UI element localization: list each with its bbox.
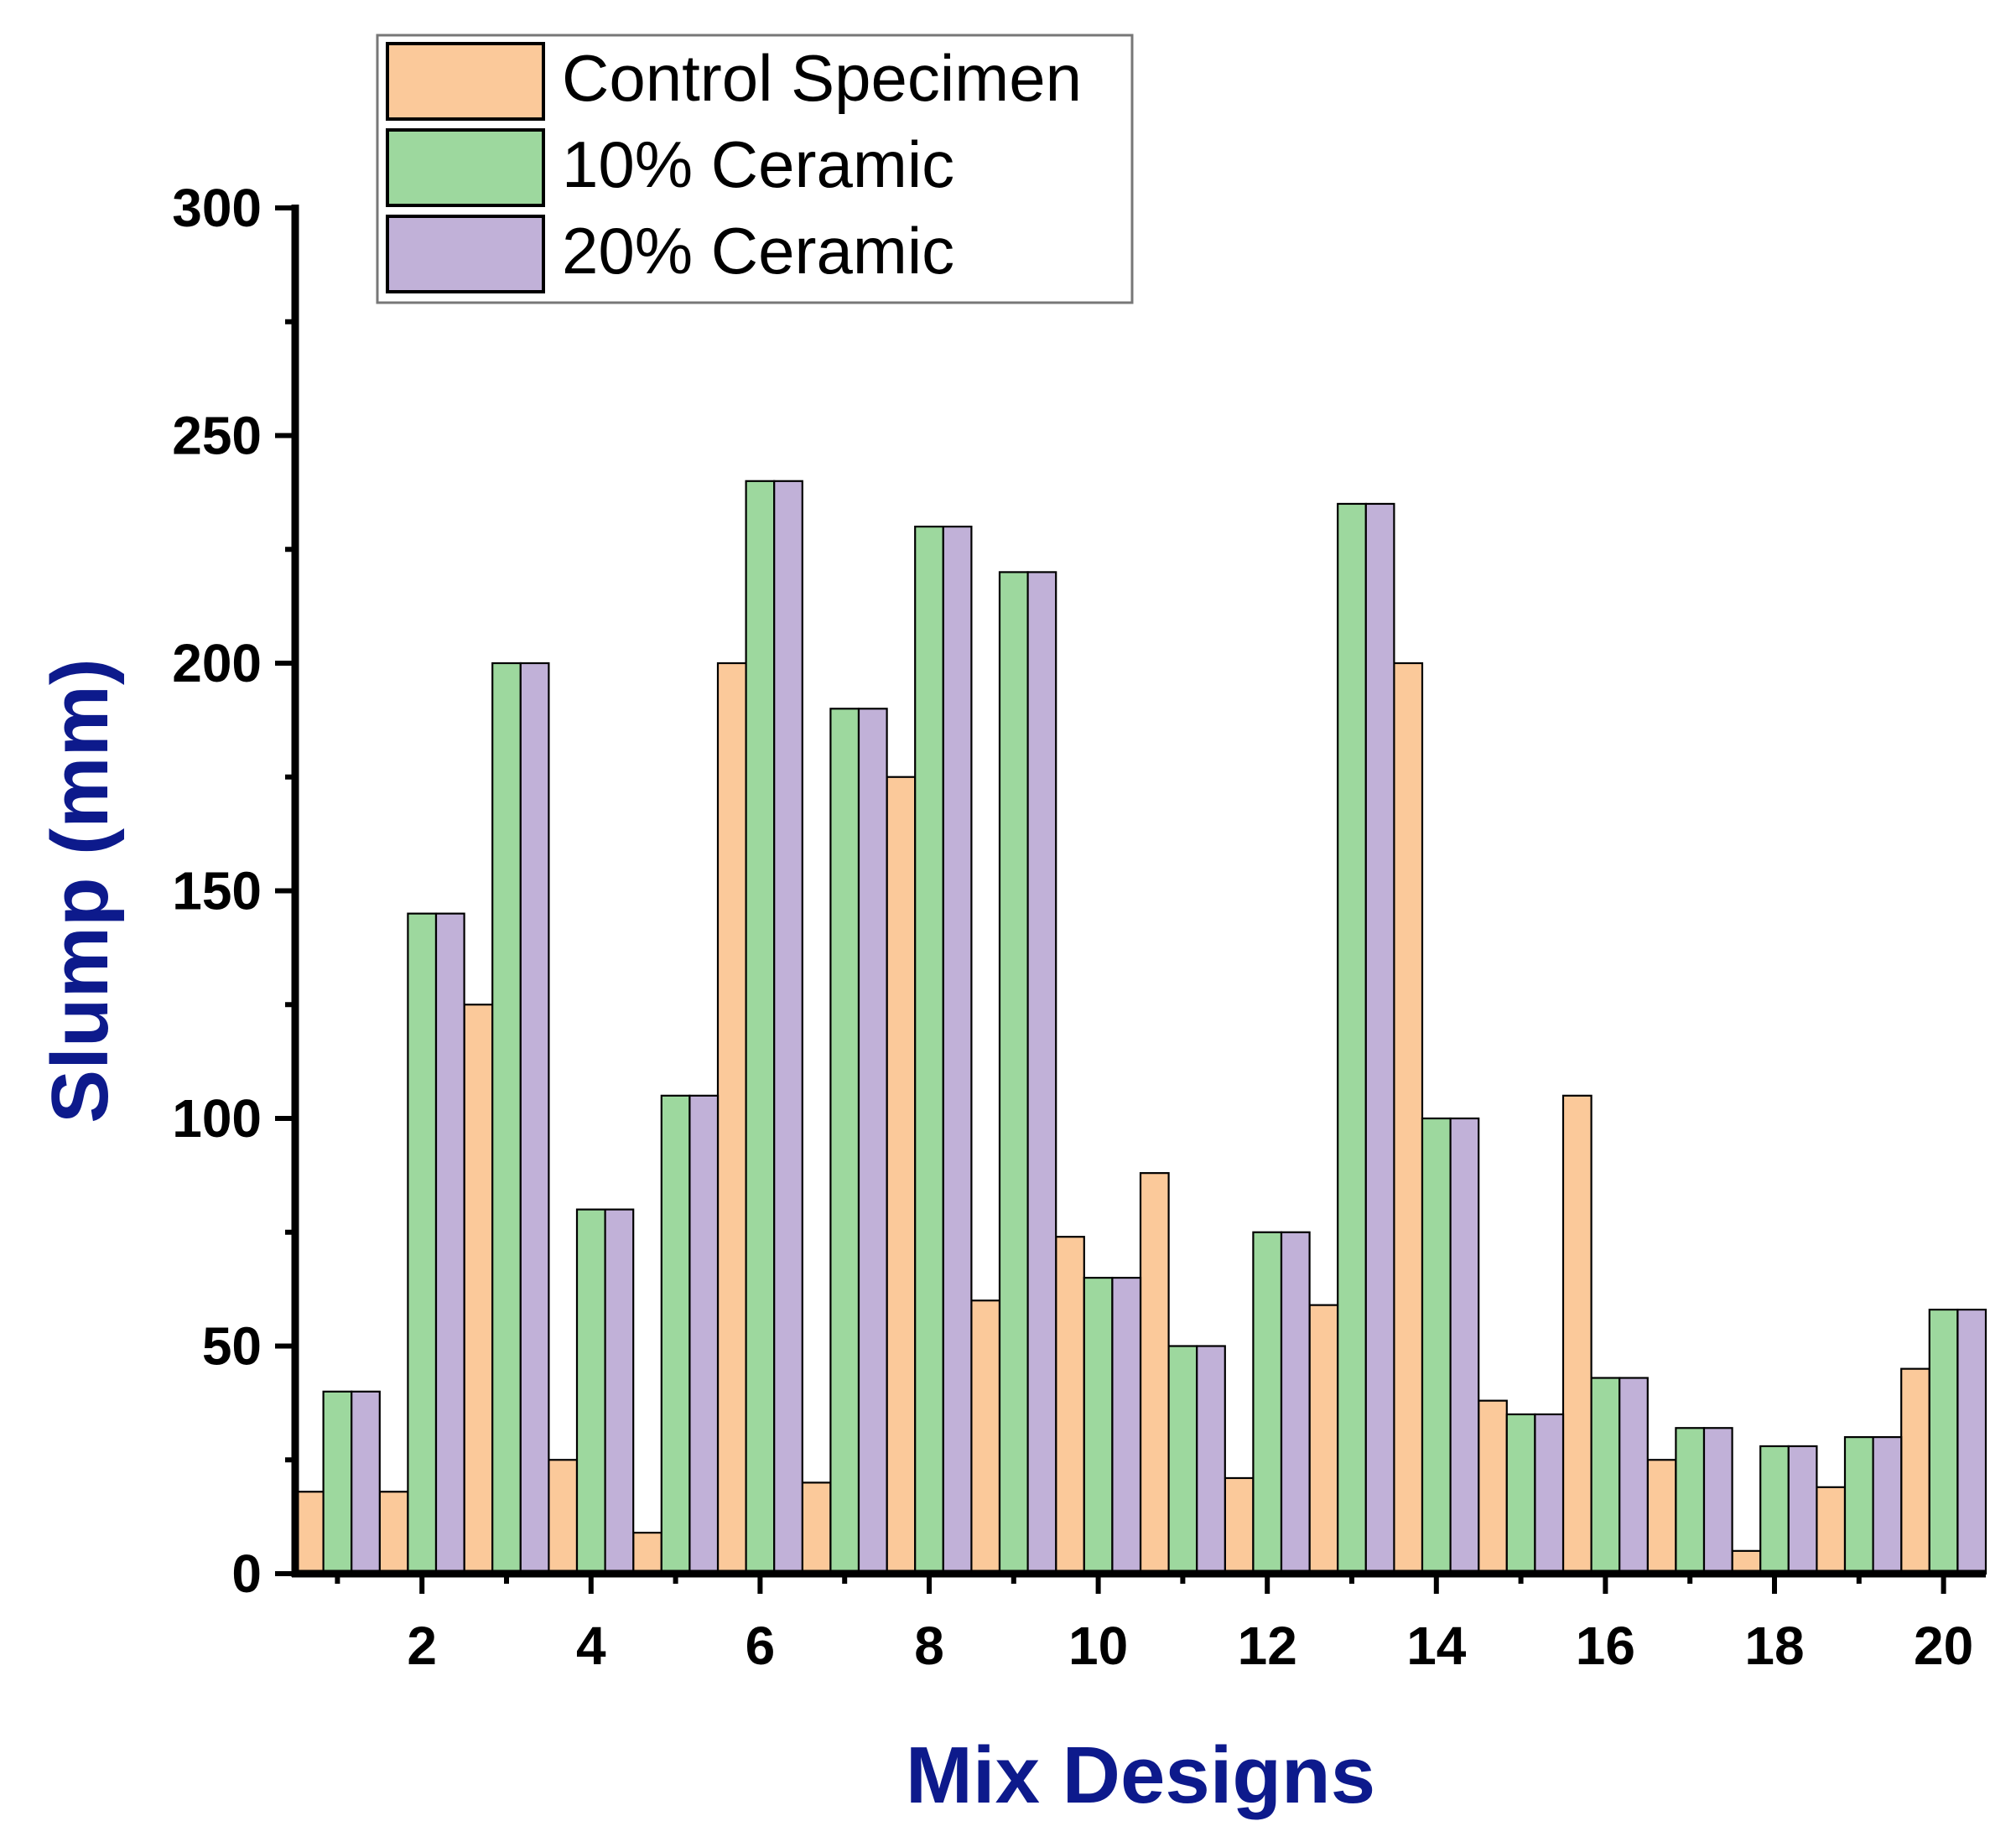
bar-control-specimen-mix-12 bbox=[1224, 1476, 1255, 1575]
bar-10-ceramic-mix-1 bbox=[322, 1390, 353, 1575]
bar-20-ceramic-mix-12 bbox=[1280, 1231, 1311, 1575]
x-axis-title: Mix Designs bbox=[906, 1730, 1375, 1820]
bar-control-specimen-mix-15 bbox=[1478, 1399, 1508, 1575]
bar-10-ceramic-mix-19 bbox=[1843, 1435, 1874, 1575]
bar-10-ceramic-mix-13 bbox=[1337, 502, 1367, 1575]
x-tick-label: 18 bbox=[1744, 1616, 1804, 1676]
bar-10-ceramic-mix-12 bbox=[1252, 1231, 1283, 1575]
x-tick-label: 12 bbox=[1238, 1616, 1297, 1676]
x-tick-label: 16 bbox=[1576, 1616, 1635, 1676]
bar-20-ceramic-mix-7 bbox=[857, 708, 888, 1575]
bar-10-ceramic-mix-2 bbox=[407, 912, 438, 1575]
bar-control-specimen-mix-13 bbox=[1308, 1304, 1339, 1575]
legend-label: 10% Ceramic bbox=[562, 127, 954, 201]
bar-control-specimen-mix-19 bbox=[1816, 1486, 1847, 1575]
bar-20-ceramic-mix-11 bbox=[1196, 1345, 1226, 1575]
bar-10-ceramic-mix-3 bbox=[491, 661, 522, 1575]
bar-20-ceramic-mix-9 bbox=[1026, 571, 1057, 1575]
bar-10-ceramic-mix-16 bbox=[1590, 1377, 1621, 1575]
bar-10-ceramic-mix-14 bbox=[1421, 1117, 1452, 1575]
bar-marks bbox=[294, 480, 1987, 1575]
bar-10-ceramic-mix-10 bbox=[1083, 1276, 1114, 1575]
bar-control-specimen-mix-20 bbox=[1900, 1367, 1930, 1575]
y-axis-title: Slump (mm) bbox=[35, 658, 125, 1123]
bar-20-ceramic-mix-4 bbox=[604, 1208, 635, 1575]
x-tick-label: 4 bbox=[576, 1616, 606, 1676]
y-tick-label: 0 bbox=[231, 1543, 262, 1604]
bar-20-ceramic-mix-5 bbox=[688, 1094, 720, 1575]
x-tick-label: 10 bbox=[1068, 1616, 1128, 1676]
bar-10-ceramic-mix-4 bbox=[575, 1208, 606, 1575]
bar-10-ceramic-mix-15 bbox=[1505, 1413, 1536, 1575]
x-axis-ticks: 2 4 6 8 10 12 14 16 18 20 bbox=[335, 1574, 1973, 1676]
bar-20-ceramic-mix-19 bbox=[1872, 1435, 1903, 1575]
bar-20-ceramic-mix-14 bbox=[1449, 1117, 1480, 1575]
bar-10-ceramic-mix-5 bbox=[660, 1094, 691, 1575]
legend-label: 20% Ceramic bbox=[562, 214, 954, 288]
y-axis-ticks: 0 50 100 150 200 250 300 bbox=[172, 178, 295, 1604]
y-tick-label: 100 bbox=[172, 1088, 262, 1149]
y-tick-label: 250 bbox=[172, 406, 262, 466]
legend-swatch bbox=[386, 215, 545, 293]
legend: Control Specimen 10% Ceramic 20% Ceramic bbox=[376, 34, 1134, 304]
x-tick-label: 8 bbox=[914, 1616, 944, 1676]
bar-20-ceramic-mix-6 bbox=[773, 480, 803, 1575]
legend-label: Control Specimen bbox=[562, 41, 1082, 115]
y-tick-label: 300 bbox=[172, 178, 262, 238]
bar-20-ceramic-mix-3 bbox=[519, 661, 550, 1575]
y-tick-label: 150 bbox=[172, 861, 262, 921]
x-tick-label: 6 bbox=[746, 1616, 776, 1676]
bar-control-specimen-mix-7 bbox=[801, 1481, 832, 1575]
bar-control-specimen-mix-5 bbox=[632, 1532, 662, 1575]
bar-control-specimen-mix-4 bbox=[548, 1459, 579, 1575]
bar-20-ceramic-mix-1 bbox=[351, 1390, 381, 1575]
y-tick-label: 50 bbox=[202, 1316, 262, 1377]
y-tick-label: 200 bbox=[172, 633, 262, 693]
bar-20-ceramic-mix-10 bbox=[1111, 1276, 1142, 1575]
bar-10-ceramic-mix-18 bbox=[1759, 1445, 1790, 1575]
bar-control-specimen-mix-3 bbox=[463, 1004, 494, 1575]
bar-control-specimen-mix-1 bbox=[294, 1491, 325, 1575]
bar-control-specimen-mix-11 bbox=[1139, 1172, 1170, 1575]
bar-20-ceramic-mix-18 bbox=[1787, 1445, 1818, 1575]
bar-10-ceramic-mix-9 bbox=[998, 571, 1029, 1575]
bar-control-specimen-mix-9 bbox=[970, 1300, 1001, 1575]
bar-20-ceramic-mix-8 bbox=[942, 525, 973, 1575]
x-tick-label: 20 bbox=[1914, 1616, 1973, 1676]
bar-20-ceramic-mix-17 bbox=[1702, 1427, 1733, 1575]
x-tick-label: 2 bbox=[407, 1616, 437, 1676]
bar-20-ceramic-mix-15 bbox=[1534, 1413, 1565, 1575]
bar-control-specimen-mix-17 bbox=[1646, 1459, 1677, 1575]
bar-control-specimen-mix-10 bbox=[1055, 1236, 1085, 1575]
bar-10-ceramic-mix-11 bbox=[1167, 1345, 1198, 1575]
bar-10-ceramic-mix-6 bbox=[745, 480, 776, 1575]
bar-20-ceramic-mix-16 bbox=[1619, 1377, 1649, 1575]
bar-control-specimen-mix-2 bbox=[378, 1491, 409, 1575]
bar-20-ceramic-mix-13 bbox=[1364, 502, 1395, 1575]
x-tick-label: 14 bbox=[1406, 1616, 1467, 1676]
bar-control-specimen-mix-16 bbox=[1561, 1094, 1593, 1575]
bar-control-specimen-mix-8 bbox=[886, 776, 917, 1575]
bar-10-ceramic-mix-7 bbox=[829, 708, 860, 1575]
legend-swatch bbox=[386, 42, 545, 121]
bar-20-ceramic-mix-2 bbox=[434, 912, 465, 1575]
bar-20-ceramic-mix-20 bbox=[1956, 1308, 1987, 1575]
bar-10-ceramic-mix-17 bbox=[1675, 1427, 1706, 1575]
bar-10-ceramic-mix-8 bbox=[914, 525, 944, 1575]
bar-control-specimen-mix-14 bbox=[1393, 661, 1424, 1575]
bar-control-specimen-mix-6 bbox=[716, 661, 747, 1575]
legend-swatch bbox=[386, 128, 545, 207]
bar-10-ceramic-mix-20 bbox=[1928, 1308, 1959, 1575]
